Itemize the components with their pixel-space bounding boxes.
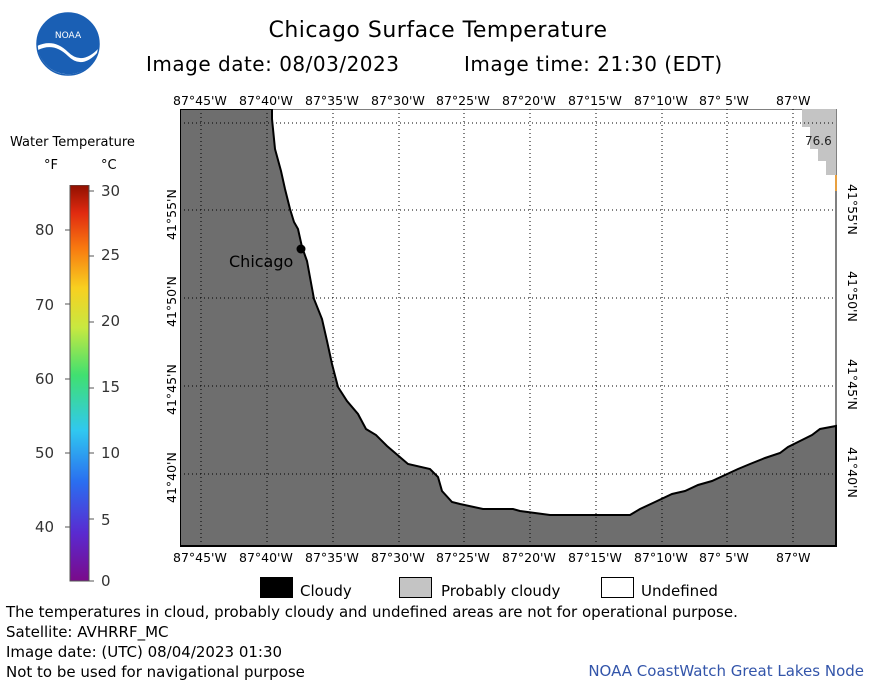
image-time: Image time: 21:30 (EDT) — [464, 52, 723, 76]
lon-label-top-10: 87°W — [776, 93, 811, 108]
city-label: Chicago — [229, 252, 294, 271]
lon-label-bottom-9: 87° 5'W — [699, 550, 749, 565]
unit-fahrenheit: °F — [44, 158, 58, 173]
lon-label-bottom-8: 87°10'W — [634, 550, 688, 565]
f-tick-40: 40 — [35, 518, 55, 536]
lon-label-top-6: 87°20'W — [502, 93, 556, 108]
c-tick-10: 10 — [101, 444, 121, 462]
legend-title: Water Temperature — [10, 135, 135, 150]
lon-label-bottom-10: 87°W — [776, 550, 811, 565]
chicago-city-marker — [296, 244, 306, 254]
c-tick-15: 15 — [101, 378, 121, 396]
graticule — [180, 109, 836, 546]
f-tick-80: 80 — [35, 221, 55, 239]
lon-label-top-8: 87°10'W — [634, 93, 688, 108]
lon-label-top-3: 87°35'W — [305, 93, 359, 108]
probably-cloudy-label: Probably cloudy — [441, 582, 561, 600]
lat-label-right-3: 41°45'N — [845, 359, 860, 410]
credit-text: NOAA CoastWatch Great Lakes Node — [588, 662, 864, 680]
lon-label-bottom-1: 87°45'W — [173, 550, 227, 565]
c-tick-30: 30 — [101, 182, 121, 200]
temperature-color-scale — [65, 185, 94, 582]
lat-label-left-1: 41°55'N — [164, 189, 179, 240]
page-title: Chicago Surface Temperature — [268, 18, 608, 43]
lon-label-top-9: 87° 5'W — [699, 93, 749, 108]
c-tick-0: 0 — [101, 572, 111, 590]
lat-label-left-2: 41°50'N — [164, 276, 179, 327]
lon-label-top-2: 87°40'W — [239, 93, 293, 108]
f-tick-70: 70 — [35, 296, 55, 314]
lat-label-right-4: 41°40'N — [845, 447, 860, 498]
undefined-label: Undefined — [641, 582, 718, 600]
lon-label-top-1: 87°45'W — [173, 93, 227, 108]
lat-label-left-4: 41°40'N — [164, 452, 179, 503]
undefined-swatch — [601, 577, 634, 598]
f-tick-60: 60 — [35, 370, 55, 388]
c-tick-25: 25 — [101, 246, 121, 264]
lon-label-bottom-5: 87°25'W — [436, 550, 490, 565]
lon-label-bottom-4: 87°30'W — [371, 550, 425, 565]
noaa-logo-icon: NOAA — [36, 12, 100, 76]
disclaimer-text: The temperatures in cloud, probably clou… — [6, 603, 738, 621]
c-tick-5: 5 — [101, 511, 111, 529]
lat-label-right-1: 41°55'N — [845, 184, 860, 235]
temperature-reading: 76.6 — [805, 134, 832, 148]
probably-cloudy-patch — [802, 109, 836, 175]
surface-temperature-map — [180, 109, 837, 547]
cloudy-label: Cloudy — [300, 582, 352, 600]
land-area — [180, 109, 837, 547]
utc-date-text: Image date: (UTC) 08/04/2023 01:30 — [6, 643, 283, 661]
lon-label-top-5: 87°25'W — [436, 93, 490, 108]
lon-label-bottom-3: 87°35'W — [305, 550, 359, 565]
lon-label-bottom-2: 87°40'W — [239, 550, 293, 565]
lon-label-top-7: 87°15'W — [568, 93, 622, 108]
lon-label-bottom-6: 87°20'W — [502, 550, 556, 565]
logo-text: NOAA — [55, 31, 82, 41]
lon-label-top-4: 87°30'W — [371, 93, 425, 108]
satellite-text: Satellite: AVHRRF_MC — [6, 623, 169, 641]
cloudy-swatch — [260, 577, 293, 598]
image-date: Image date: 08/03/2023 — [146, 52, 400, 76]
temperature-pixel — [835, 175, 837, 191]
lon-label-bottom-7: 87°15'W — [568, 550, 622, 565]
navigation-note: Not to be used for navigational purpose — [6, 663, 305, 681]
lat-label-right-2: 41°50'N — [845, 271, 860, 322]
f-tick-50: 50 — [35, 444, 55, 462]
c-tick-20: 20 — [101, 312, 121, 330]
lat-label-left-3: 41°45'N — [164, 364, 179, 415]
unit-celsius: °C — [101, 158, 117, 173]
probably-cloudy-swatch — [399, 577, 432, 598]
